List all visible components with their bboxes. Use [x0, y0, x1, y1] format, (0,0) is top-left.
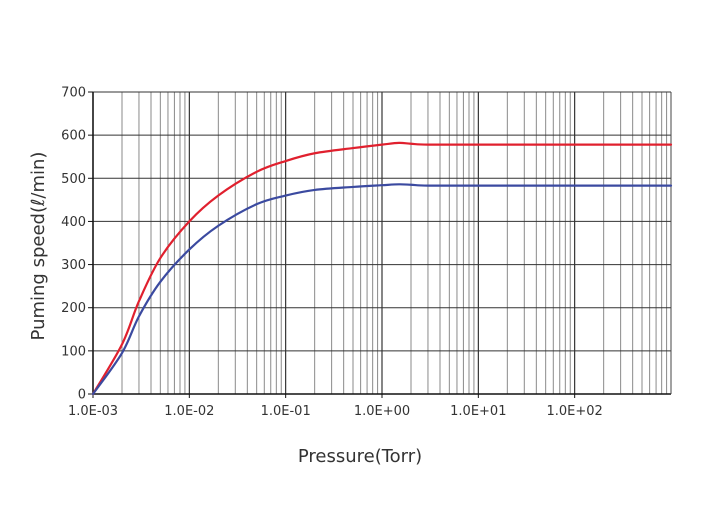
x-tick-label: 1.0E+01: [450, 404, 506, 419]
series-line-1: [91, 141, 673, 396]
y-tick-labels: 0 100 200 300 400 500 600 700: [61, 86, 86, 403]
y-tick-label: 300: [61, 258, 86, 273]
y-axis-title: Puming speed(ℓ/min): [28, 152, 49, 341]
y-tick-label: 600: [61, 129, 86, 144]
minor-grid: [121, 92, 668, 394]
y-tick-label: 100: [61, 344, 86, 359]
x-tick-label: 1.0E-02: [164, 404, 214, 419]
x-tick-label: 1.0E+00: [354, 404, 410, 419]
y-tick-label: 500: [61, 172, 86, 187]
series-layer: [91, 141, 673, 396]
y-tick-label: 400: [61, 215, 86, 230]
x-axis-title: Pressure(Torr): [298, 446, 422, 467]
major-grid: [92, 91, 671, 395]
series-line-2: [91, 183, 673, 396]
y-tick-label: 0: [78, 388, 86, 403]
x-tick-labels: 1.0E-03 1.0E-02 1.0E-01 1.0E+00 1.0E+01 1.0E+…: [68, 404, 603, 419]
x-tick-label: 1.0E+02: [547, 404, 603, 419]
axes: [88, 91, 672, 398]
x-tick-label: 1.0E-01: [261, 404, 311, 419]
x-tick-label: 1.0E-03: [68, 404, 118, 419]
y-tick-label: 200: [61, 301, 86, 316]
y-tick-label: 700: [61, 86, 86, 101]
